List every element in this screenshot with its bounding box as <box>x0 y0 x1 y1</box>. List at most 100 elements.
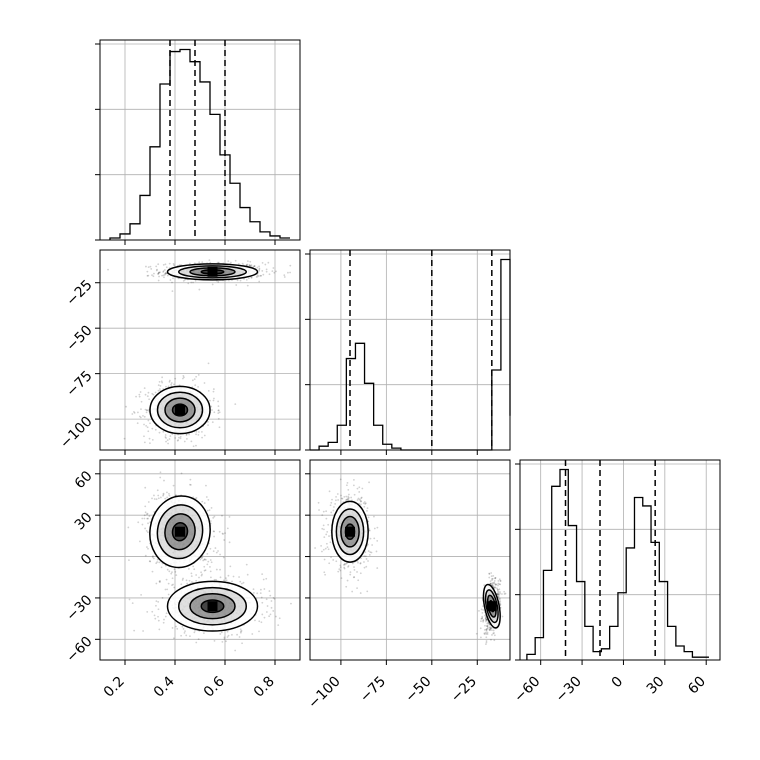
scatter-point <box>207 390 210 392</box>
scatter-point <box>283 274 286 277</box>
scatter-point <box>499 583 502 586</box>
scatter-point <box>213 411 216 414</box>
x-tick-label: 60 <box>685 674 709 698</box>
scatter-point <box>146 270 149 273</box>
scatter-point <box>347 495 350 498</box>
scatter-point <box>493 582 496 585</box>
scatter-point <box>214 547 217 549</box>
scatter-point <box>263 588 266 590</box>
scatter-point <box>147 266 150 269</box>
scatter-point <box>206 509 209 512</box>
scatter-point <box>189 478 192 481</box>
x-gridlines <box>340 460 478 660</box>
scatter-point <box>194 279 197 282</box>
scatter-point <box>155 582 158 585</box>
scatter-point <box>163 479 165 482</box>
scatter-point <box>261 613 264 616</box>
hist-gridlines <box>520 460 720 661</box>
scatter-point <box>188 579 191 582</box>
scatter-point <box>373 527 376 530</box>
scatter-point <box>166 496 169 499</box>
scatter-point <box>197 386 199 388</box>
scatter-point <box>363 501 366 503</box>
scatter-point <box>242 581 245 584</box>
scatter-point <box>155 498 158 501</box>
scatter-point <box>203 382 206 384</box>
scatter-point <box>212 530 215 533</box>
scatter-point <box>225 640 227 643</box>
scatter-point <box>171 290 174 293</box>
scatter-point <box>140 400 143 403</box>
scatter-point <box>246 263 249 266</box>
scatter-point <box>270 600 273 602</box>
scatter-point <box>167 385 170 388</box>
scatter-point <box>165 266 168 269</box>
scatter-point <box>359 562 362 564</box>
scatter-point <box>190 281 193 284</box>
scatter-point <box>340 494 342 497</box>
contour-line <box>171 403 189 417</box>
scatter-point <box>368 481 370 484</box>
scatter-point <box>142 630 145 632</box>
scatter-point <box>323 536 326 539</box>
contour-line <box>164 513 196 551</box>
scatter-point <box>352 478 355 481</box>
scatter-point <box>225 577 227 580</box>
scatter-point <box>482 619 485 621</box>
scatter-point <box>227 574 230 577</box>
scatter-point <box>261 261 264 264</box>
scatter-point <box>497 593 500 595</box>
scatter-point <box>498 578 501 581</box>
scatter-point <box>272 610 275 612</box>
scatter-point <box>489 580 492 583</box>
scatter-point <box>375 550 378 553</box>
scatter-point <box>144 527 147 530</box>
scatter-point <box>317 501 320 504</box>
scatter-point <box>320 544 323 547</box>
scatter-point <box>360 500 363 503</box>
scatter-point <box>217 405 220 408</box>
scatter-point <box>195 375 198 378</box>
scatter-point <box>263 616 266 619</box>
scatter-point <box>171 577 174 580</box>
scatter-point <box>366 590 369 593</box>
scatter-panel-p0-p1: −100 −75 −50 −25 <box>57 249 301 455</box>
scatter-point <box>222 556 225 559</box>
hist-bar <box>260 232 270 240</box>
scatter-point <box>351 562 354 565</box>
scatter-point <box>369 551 372 554</box>
hist-bar <box>684 652 692 660</box>
density-peak <box>345 526 355 537</box>
scatter-point <box>206 553 209 555</box>
scatter-point <box>128 598 131 601</box>
scatter-point <box>163 618 165 621</box>
scatter-point <box>485 630 488 632</box>
scatter-point <box>322 548 325 551</box>
scatter-point <box>352 484 355 487</box>
hist-gridlines <box>310 250 510 451</box>
scatter-point <box>213 397 215 400</box>
scatter-point <box>143 415 146 418</box>
scatter-point <box>207 499 210 501</box>
scatter-point <box>173 264 175 267</box>
scatter-point <box>485 618 488 621</box>
scatter-point <box>144 408 147 411</box>
scatter-point <box>334 503 337 505</box>
scatter-point <box>258 630 260 633</box>
scatter-point <box>254 619 256 622</box>
scatter-point <box>176 627 179 630</box>
scatter-point <box>180 634 183 637</box>
scatter-point <box>494 583 497 586</box>
scatter-point <box>250 264 253 267</box>
scatter-point <box>347 498 350 501</box>
scatter-point <box>503 590 506 593</box>
scatter-point <box>367 550 370 552</box>
scatter-point <box>269 613 272 616</box>
scatter-point <box>151 556 154 559</box>
scatter-point <box>168 262 171 265</box>
scatter-point <box>133 410 135 413</box>
scatter-point <box>228 541 231 544</box>
scatter-point <box>173 637 175 640</box>
hist-bar <box>170 52 180 240</box>
scatter-point <box>172 583 174 586</box>
